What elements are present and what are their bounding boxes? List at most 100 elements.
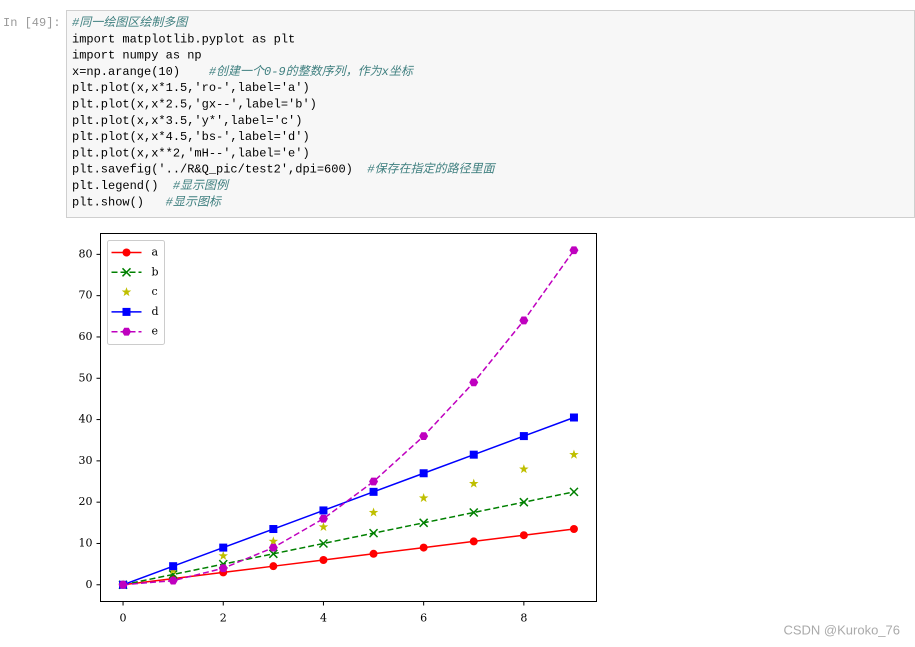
marker <box>268 543 278 552</box>
code-comment: #显示图例 <box>173 178 230 193</box>
code-line: import matplotlib.pyplot as plt <box>72 32 295 46</box>
marker <box>569 487 579 497</box>
y-tick-label: 60 <box>79 330 93 343</box>
marker <box>369 477 379 486</box>
marker <box>519 432 528 441</box>
marker <box>469 537 478 546</box>
marker <box>218 564 228 573</box>
code-line: plt.plot(x,x*3.5,'y*',label='c') <box>72 114 302 128</box>
marker <box>122 307 131 316</box>
y-tick-label: 0 <box>86 578 93 591</box>
marker <box>168 576 178 585</box>
code-text: plt.plot(x,x*2.5,'gx--',label='b') <box>72 98 317 112</box>
marker <box>519 531 528 540</box>
marker <box>419 469 428 478</box>
code-line: plt.show() #显示图标 <box>72 194 223 209</box>
marker <box>519 316 529 325</box>
code-text: plt.savefig('../R&Q_pic/test2',dpi=600) <box>72 163 367 177</box>
legend-label: b <box>152 265 159 278</box>
x-tick-label: 2 <box>220 612 227 625</box>
marker <box>519 464 529 474</box>
code-line: x=np.arange(10) #创建一个0-9的整数序列，作为x坐标 <box>72 64 415 79</box>
code-line: import numpy as np <box>72 49 202 63</box>
marker <box>169 562 178 571</box>
marker <box>122 327 131 336</box>
marker <box>121 287 132 297</box>
code-text: import matplotlib.pyplot as plt <box>72 32 295 46</box>
marker <box>318 538 328 549</box>
marker <box>419 518 429 528</box>
marker <box>369 549 378 558</box>
y-tick-label: 80 <box>79 247 93 260</box>
marker <box>319 506 328 515</box>
marker <box>469 507 479 518</box>
legend-label: e <box>152 325 159 338</box>
x-tick-label: 4 <box>320 612 327 625</box>
marker <box>219 543 228 552</box>
marker <box>569 449 579 459</box>
marker <box>318 521 329 531</box>
marker <box>469 450 478 459</box>
code-line: plt.legend() #显示图例 <box>72 178 230 193</box>
code-text: plt.legend() <box>72 179 173 193</box>
watermark: CSDN @Kuroko_76 <box>783 622 900 637</box>
marker <box>419 432 429 440</box>
marker <box>121 267 132 277</box>
marker <box>569 413 578 422</box>
marker <box>569 525 578 534</box>
legend-label: d <box>152 305 159 318</box>
code-line: #同一绘图区绘制多图 <box>72 15 189 30</box>
code-text: plt.plot(x,x**2,'mH--',label='e') <box>72 146 310 160</box>
plot-area <box>100 233 597 602</box>
code-comment: #创建一个0-9的整数序列，作为x坐标 <box>209 64 415 79</box>
marker <box>269 525 278 534</box>
marker <box>218 550 228 560</box>
x-tick-label: 6 <box>420 612 427 625</box>
series-line <box>122 491 575 586</box>
marker <box>122 248 131 257</box>
marker <box>469 378 479 387</box>
code-line: plt.plot(x,x*4.5,'bs-',label='d') <box>72 130 310 144</box>
series-line <box>122 528 575 586</box>
marker <box>469 478 479 488</box>
code-text: x=np.arange(10) <box>72 65 209 79</box>
code-line: plt.plot(x,x*1.5,'ro-',label='a') <box>72 81 310 95</box>
code-line: plt.plot(x,x*2.5,'gx--',label='b') <box>72 98 317 112</box>
code-text: plt.plot(x,x*1.5,'ro-',label='a') <box>72 81 310 95</box>
marker <box>319 555 328 564</box>
code-text: plt.plot(x,x*3.5,'y*',label='c') <box>72 114 302 128</box>
code-text: plt.plot(x,x*4.5,'bs-',label='d') <box>72 130 310 144</box>
code-comment: #保存在指定的路径里面 <box>367 162 496 177</box>
y-tick-label: 40 <box>79 413 93 426</box>
x-tick-label: 0 <box>120 612 127 625</box>
marker <box>268 536 279 546</box>
code-comment: #显示图标 <box>166 194 223 209</box>
code-text: import numpy as np <box>72 49 202 63</box>
marker <box>118 580 128 589</box>
code-line: plt.savefig('../R&Q_pic/test2',dpi=600) … <box>72 162 496 177</box>
marker <box>368 507 379 517</box>
marker <box>569 246 579 255</box>
series-line <box>122 249 575 586</box>
y-tick-label: 30 <box>79 454 93 467</box>
cell-prompt: In [49]: <box>3 16 61 30</box>
marker <box>369 487 378 496</box>
code-text: plt.show() <box>72 195 166 209</box>
code-cell[interactable] <box>66 10 915 218</box>
code-comment: #同一绘图区绘制多图 <box>72 15 189 30</box>
y-tick-label: 20 <box>79 495 93 508</box>
y-tick-label: 10 <box>79 536 93 549</box>
marker <box>519 497 529 507</box>
legend-label: c <box>152 285 158 298</box>
marker <box>318 514 328 523</box>
marker <box>418 493 429 503</box>
legend-box <box>107 240 165 345</box>
marker <box>419 543 428 552</box>
marker <box>268 549 278 559</box>
x-tick-label: 8 <box>520 612 527 625</box>
marker <box>269 562 278 571</box>
code-line: plt.plot(x,x**2,'mH--',label='e') <box>72 146 310 160</box>
y-tick-label: 70 <box>79 289 93 302</box>
